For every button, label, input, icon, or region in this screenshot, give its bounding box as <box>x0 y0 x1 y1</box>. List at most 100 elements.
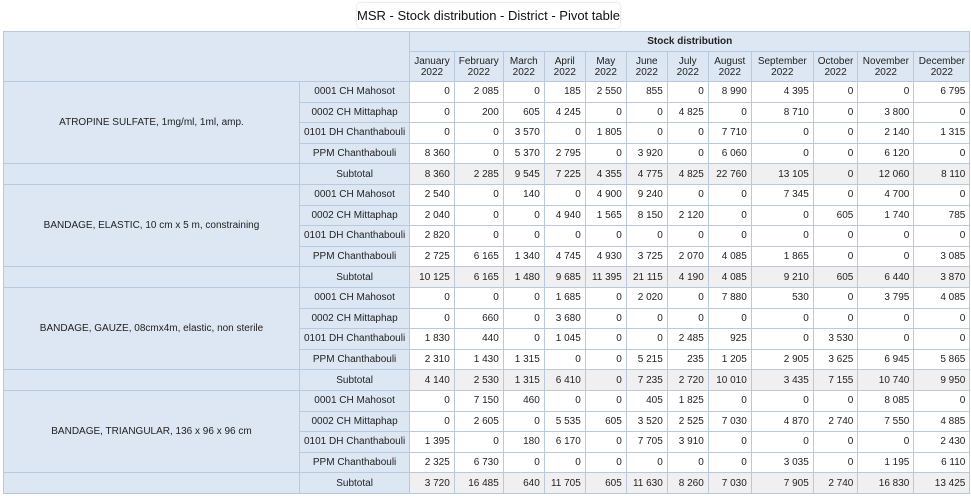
value-cell: 0 <box>453 142 504 165</box>
value-cell: 4 085 <box>707 245 752 268</box>
subtotal-cell: 13 425 <box>913 472 971 494</box>
value-cell: 0 <box>625 328 668 350</box>
table-row: BANDAGE, TRIANGULAR, 136 x 96 x 96 cm 000… <box>3 389 971 474</box>
value-cell: 4 825 <box>666 101 709 124</box>
column-header-month: September 2022 <box>750 51 814 82</box>
value-cell: 2 525 <box>666 410 709 433</box>
value-cell: 0 <box>453 225 504 247</box>
value-cell: 0 <box>666 286 709 309</box>
subtotal-spacer <box>3 472 300 494</box>
table-corner <box>2 31 411 82</box>
value-cell: 0 <box>584 431 627 453</box>
value-cell: 0 <box>707 307 752 330</box>
value-cell: 0 <box>502 451 545 474</box>
subtotal-cell: 3 435 <box>750 369 814 391</box>
value-cell: 2 020 <box>625 286 668 309</box>
value-cell: 3 920 <box>625 142 668 165</box>
value-cell: 1 195 <box>857 451 915 474</box>
row-header-org-unit: PPM Chanthabouli <box>298 348 411 371</box>
column-header-month: November 2022 <box>857 51 915 82</box>
value-cell: 0 <box>409 101 455 124</box>
subtotal-cell: 6 165 <box>453 266 504 288</box>
value-cell: 0 <box>453 286 504 309</box>
month-name: October <box>817 55 854 67</box>
value-cell: 4 940 <box>543 204 586 227</box>
value-cell: 0 <box>543 122 586 144</box>
value-cell: 0 <box>409 307 455 330</box>
subtotal-label: Subtotal <box>298 163 411 185</box>
month-name: February <box>458 55 499 67</box>
row-header-org-unit: 0002 CH Mittaphap <box>298 204 411 227</box>
value-cell: 2 725 <box>409 245 455 268</box>
value-cell: 0 <box>502 328 545 350</box>
value-cell: 1 315 <box>913 122 971 144</box>
value-cell: 0 <box>409 389 455 412</box>
subtotal-cell: 605 <box>584 472 627 494</box>
value-cell: 0 <box>812 81 859 103</box>
value-cell: 3 570 <box>502 122 545 144</box>
value-cell: 7 345 <box>750 183 814 206</box>
value-cell: 4 885 <box>913 410 971 433</box>
value-cell: 4 085 <box>913 286 971 309</box>
value-cell: 4 700 <box>857 183 915 206</box>
value-cell: 0 <box>812 245 859 268</box>
value-cell: 0 <box>913 183 971 206</box>
value-cell: 4 930 <box>584 245 627 268</box>
value-cell: 0 <box>707 183 752 206</box>
subtotal-cell: 7 225 <box>543 163 586 185</box>
value-cell: 0 <box>543 348 586 371</box>
subtotal-spacer <box>3 163 300 185</box>
value-cell: 7 880 <box>707 286 752 309</box>
month-year: 2022 <box>594 66 617 78</box>
value-cell: 3 520 <box>625 410 668 433</box>
table-row: 0002 CH Mittaphap 2 040 0 0 4 940 1 565 8 150 2… <box>4 204 971 227</box>
title-bar: MSR - Stock distribution - District - Pi… <box>0 0 971 31</box>
value-cell: 0 <box>913 307 971 330</box>
subtotal-cell: 8 260 <box>666 472 709 494</box>
header-row-top: Stock distribution <box>2 31 971 82</box>
value-cell: 0 <box>453 204 504 227</box>
value-cell: 2 310 <box>409 348 455 371</box>
value-cell: 0 <box>812 142 859 165</box>
subtotal-cell: 10 740 <box>857 369 915 391</box>
subtotal-cell: 1 480 <box>502 266 545 288</box>
value-cell: 2 905 <box>750 348 814 371</box>
value-cell: 200 <box>453 101 504 124</box>
subtotal-cell: 4 085 <box>707 266 752 288</box>
value-cell: 0 <box>543 225 586 247</box>
value-cell: 180 <box>502 431 545 453</box>
value-cell: 2 605 <box>453 410 504 433</box>
row-header-org-unit: 0002 CH Mittaphap <box>298 307 411 330</box>
page-title: MSR - Stock distribution - District - Pi… <box>357 3 620 28</box>
subtotal-cell: 9 545 <box>502 163 545 185</box>
value-cell: 6 170 <box>543 431 586 453</box>
value-cell: 3 680 <box>543 307 586 330</box>
value-cell: 8 710 <box>750 101 814 124</box>
row-header-org-unit: 0101 DH Chanthabouli <box>298 431 411 453</box>
value-cell: 0 <box>584 348 627 371</box>
value-cell: 530 <box>750 286 814 309</box>
subtotal-cell: 7 235 <box>625 369 668 391</box>
value-cell: 0 <box>707 101 752 124</box>
table-row: PPM Chanthabouli 2 310 1 430 1 315 0 0 5 215 23… <box>4 348 971 371</box>
column-header-month: March 2022 <box>502 51 545 82</box>
month-year: 2022 <box>718 66 741 78</box>
subtotal-spacer <box>3 266 300 288</box>
value-cell: 0 <box>812 101 859 124</box>
value-cell: 0 <box>409 286 455 309</box>
value-cell: 0 <box>812 225 859 247</box>
month-name: June <box>635 55 658 67</box>
column-header-month: April 2022 <box>543 51 586 82</box>
value-cell: 1 565 <box>584 204 627 227</box>
table-row: PPM Chanthabouli 2 725 6 165 1 340 4 745 4 93… <box>4 245 971 268</box>
month-year: 2022 <box>467 66 490 78</box>
value-cell: 1 830 <box>409 328 455 350</box>
value-cell: 0 <box>584 328 627 350</box>
subtotal-row: Subtotal 8 360 2 285 9 545 7 225 4 355 4 775 4 … <box>3 163 971 185</box>
value-cell: 4 745 <box>543 245 586 268</box>
value-cell: 0 <box>584 101 627 124</box>
table-row: BANDAGE, GAUZE, 08cmx4m, elastic, non st… <box>3 286 971 371</box>
subtotal-cell: 12 060 <box>857 163 915 185</box>
subtotal-cell: 0 <box>584 369 627 391</box>
subtotal-cell: 9 950 <box>913 369 971 391</box>
